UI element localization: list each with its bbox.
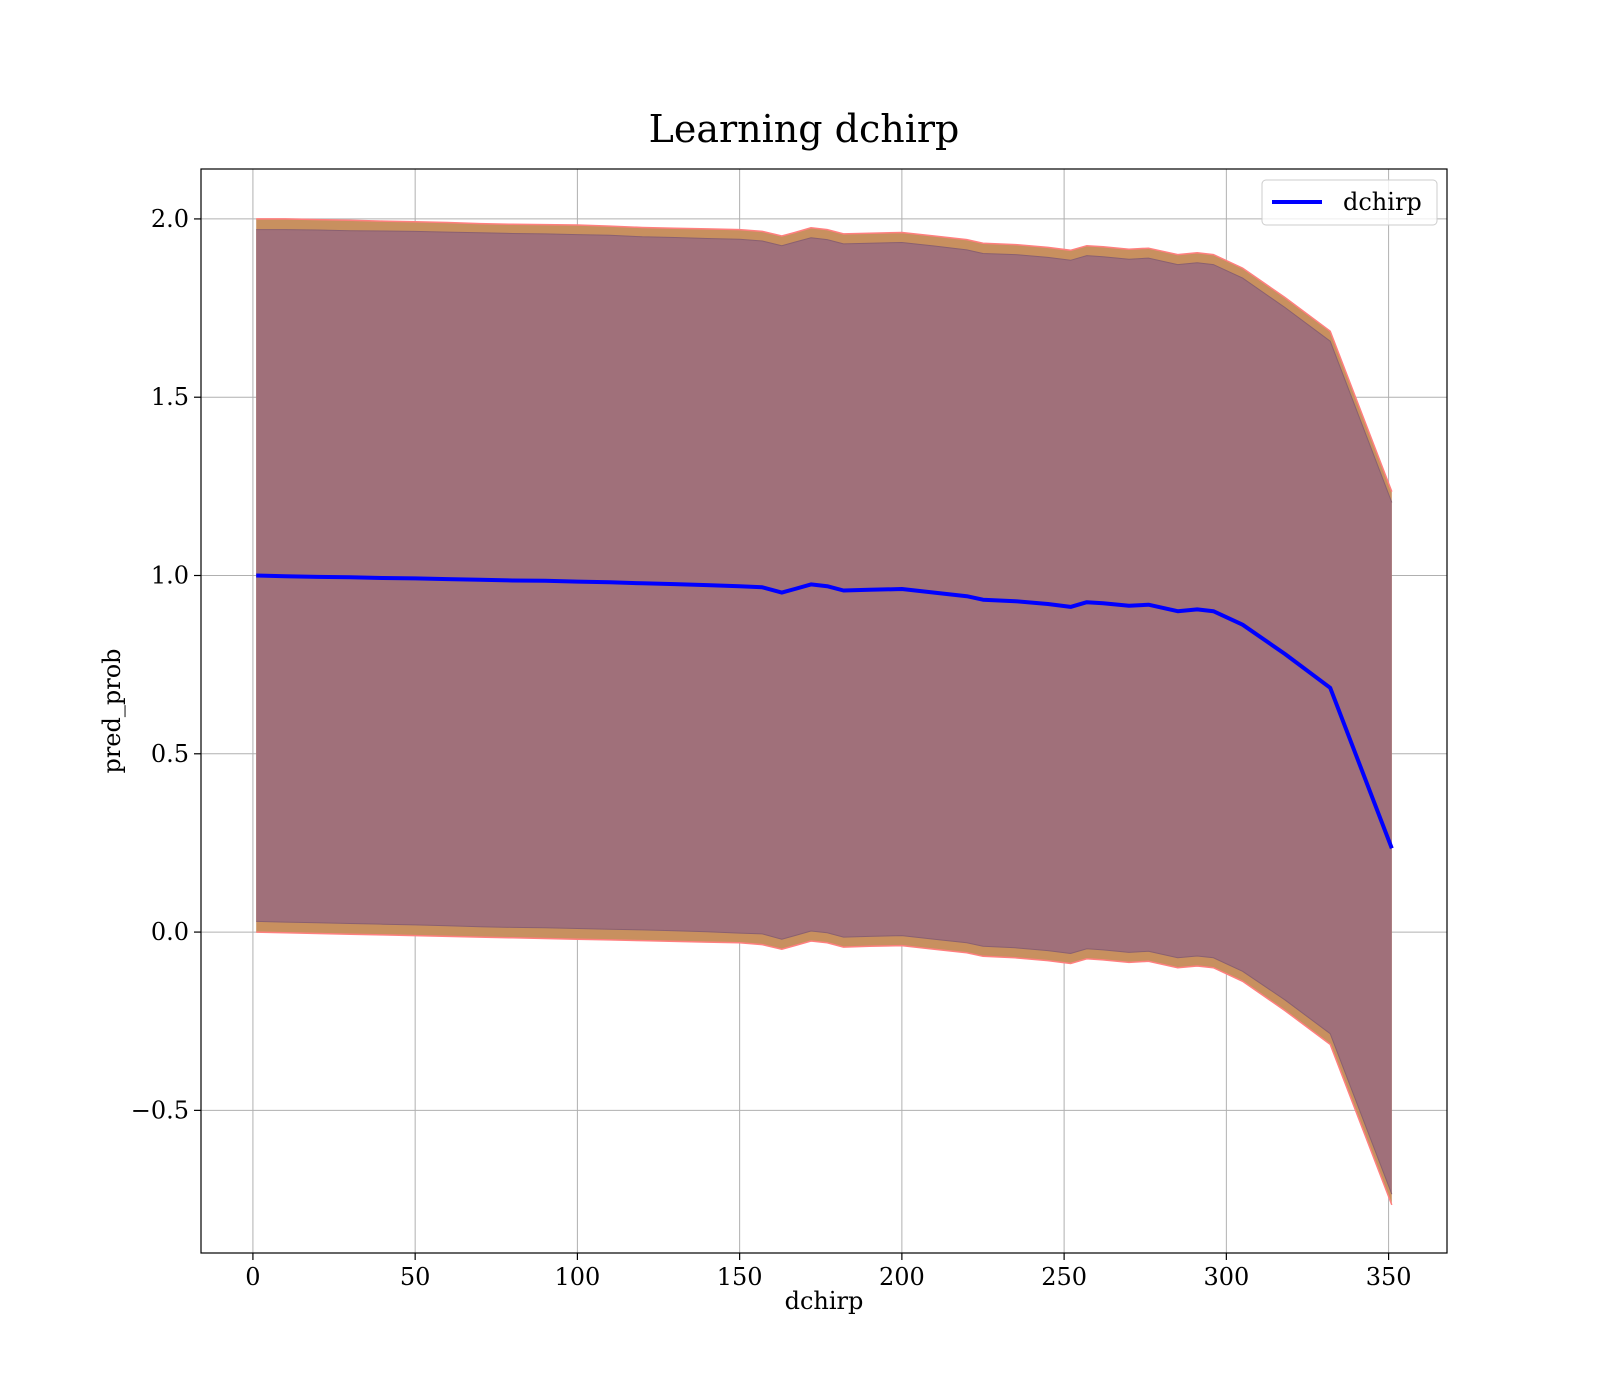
x-tick-label: 150	[717, 1263, 763, 1291]
x-tick-label: 0	[245, 1263, 260, 1291]
plot-frame	[200, 168, 1448, 1254]
series-layer	[256, 573, 1394, 850]
y-tick-label: 2.0	[151, 205, 189, 233]
legend-label-dchirp: dchirp	[1343, 188, 1422, 216]
x-tick-label: 200	[879, 1263, 925, 1291]
y-tick-label: 0.0	[151, 918, 189, 946]
inner-confidence-band	[256, 229, 1392, 1195]
chart-title: Learning dchirp	[649, 107, 960, 151]
legend-box	[1261, 179, 1438, 226]
x-axis-label: dchirp	[785, 1287, 864, 1315]
y-axis-ticks: −0.5 0.0 0.5 1.0 1.5 2.0	[131, 205, 201, 1124]
y-tick-label: 1.0	[151, 562, 189, 590]
y-tick-label: 1.5	[151, 383, 189, 411]
band-upper-inner-edge	[256, 229, 1393, 503]
legend: dchirp	[1261, 179, 1438, 226]
y-tick-label: 0.5	[151, 740, 189, 768]
y-tick-label: −0.5	[131, 1096, 189, 1124]
uncertainty-band	[256, 218, 1393, 1206]
x-tick-label: 50	[400, 1263, 431, 1291]
series-line-dchirp	[256, 573, 1394, 850]
band-upper-edge	[256, 218, 1393, 492]
x-tick-label: 100	[554, 1263, 600, 1291]
y-axis-label: pred_prob	[98, 648, 126, 773]
x-tick-label: 300	[1203, 1263, 1249, 1291]
x-axis-ticks: 0 50 100 150 200 250 300 350	[245, 1253, 1412, 1291]
band-lower-edge	[256, 931, 1393, 1206]
band-lower-inner-edge	[256, 920, 1393, 1195]
x-tick-label: 250	[1041, 1263, 1087, 1291]
x-tick-label: 350	[1366, 1263, 1412, 1291]
